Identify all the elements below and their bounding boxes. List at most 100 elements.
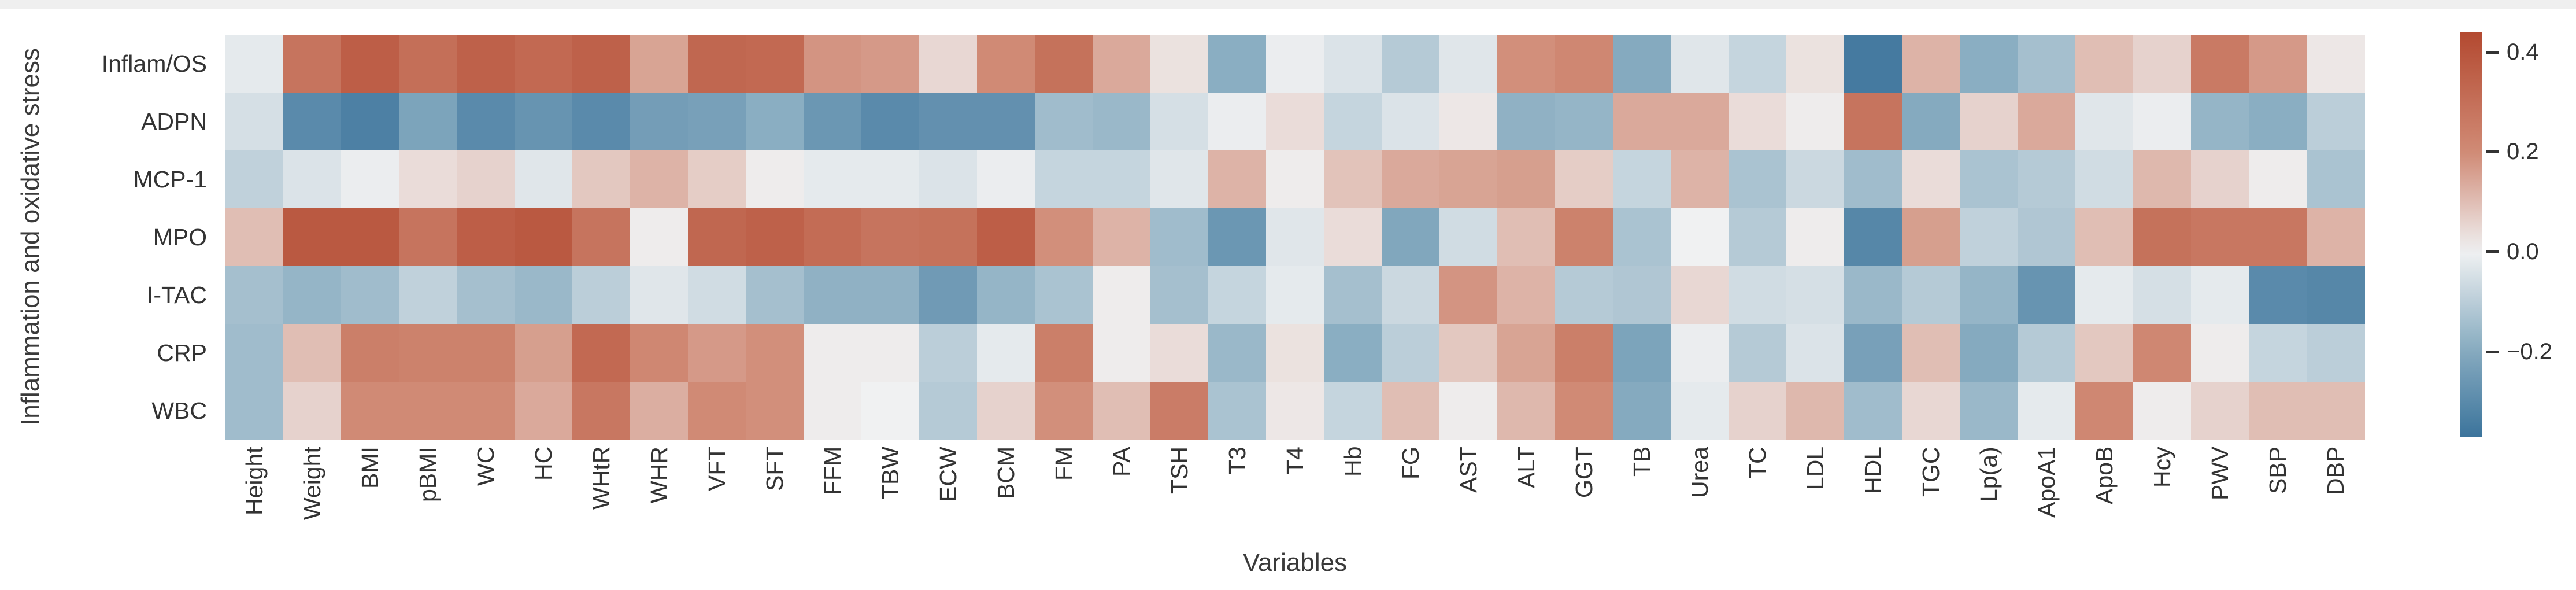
colorbar-tick [2486,50,2499,54]
heatmap-cell [283,93,342,151]
heatmap-cell [2018,93,2076,151]
heatmap-cell [1671,35,1729,93]
heatmap-cell [2307,208,2365,267]
heatmap-cell [1439,208,1498,267]
heatmap-cell [399,324,457,382]
colorbar-tick-label: 0.0 [2507,239,2539,265]
heatmap-cell [1613,150,1671,209]
heatmap-cell [746,208,804,267]
heatmap-cell [1093,382,1151,440]
heatmap-cell [1613,35,1671,93]
heatmap-cell [572,150,631,209]
heatmap-cell [1555,93,1613,151]
heatmap-cell [919,150,978,209]
heatmap-cell [515,208,573,267]
heatmap-cell [746,266,804,325]
heatmap-cell [1960,93,2018,151]
heatmap-cell [1671,324,1729,382]
heatmap-cell [1266,382,1324,440]
heatmap-cell [1497,208,1556,267]
heatmap-cell [1729,208,1787,267]
heatmap-cell [1729,266,1787,325]
heatmap-cell [804,93,862,151]
heatmap-cell [1266,208,1324,267]
heatmap-cell [746,324,804,382]
heatmap-cell [341,93,399,151]
heatmap-cell [515,324,573,382]
heatmap-cell [630,93,689,151]
heatmap-cell [2018,324,2076,382]
heatmap-cell [2191,324,2249,382]
heatmap-cell [1555,150,1613,209]
x-axis-title: Variables [1242,548,1348,577]
heatmap-cell [1093,266,1151,325]
heatmap-cell [977,35,1035,93]
heatmap-cell [341,150,399,209]
heatmap-cell [1902,35,1960,93]
heatmap-cell [1844,382,1903,440]
heatmap-cell [2307,324,2365,382]
heatmap-cell [2249,150,2307,209]
heatmap-cell [572,208,631,267]
heatmap-cell [977,324,1035,382]
heatmap-cell [283,208,342,267]
heatmap-cell [1786,150,1845,209]
heatmap-cell [1555,266,1613,325]
heatmap-cell [2075,93,2134,151]
heatmap-cell [1439,382,1498,440]
heatmap-cell [1613,266,1671,325]
heatmap-cell [2249,382,2307,440]
page-top-strip [0,0,2576,9]
heatmap-cell [1497,266,1556,325]
heatmap-cell [515,150,573,209]
heatmap-grid [225,35,2365,440]
colorbar-tick-label: −0.2 [2507,339,2552,365]
heatmap-cell [746,150,804,209]
heatmap-cell [919,324,978,382]
heatmap-cell [1035,35,1093,93]
heatmap-cell [688,35,746,93]
heatmap-cell [2018,382,2076,440]
heatmap-cell [341,208,399,267]
heatmap-cell [572,93,631,151]
heatmap-cell [1844,150,1903,209]
heatmap-cell [1150,382,1209,440]
heatmap-cell [1497,35,1556,93]
heatmap-cell [688,150,746,209]
heatmap-cell [1266,324,1324,382]
heatmap-cell [1035,266,1093,325]
heatmap-cell [2133,266,2192,325]
heatmap-cell [399,150,457,209]
heatmap-cell [746,93,804,151]
heatmap-cell [1093,93,1151,151]
heatmap-cell [1902,150,1960,209]
heatmap-cell [1324,208,1382,267]
heatmap-cell [1671,382,1729,440]
heatmap-cell [2075,208,2134,267]
colorbar-tick [2486,351,2499,354]
heatmap-cell [1035,93,1093,151]
heatmap-cell [1439,266,1498,325]
heatmap-cell [861,266,920,325]
y-tick-label: CRP [157,340,207,366]
heatmap-cell [1266,93,1324,151]
heatmap-cell [399,266,457,325]
heatmap-cell [283,150,342,209]
heatmap-cell [919,266,978,325]
colorbar-tick-label: 0.4 [2507,39,2539,65]
heatmap-cell [1729,382,1787,440]
heatmap-cell [1844,324,1903,382]
heatmap-cell [457,150,515,209]
heatmap-cell [630,208,689,267]
heatmap-cell [1902,324,1960,382]
heatmap-cell [341,266,399,325]
heatmap-cell [2018,35,2076,93]
heatmap-cell [572,382,631,440]
heatmap-cell [1613,93,1671,151]
heatmap-cell [2133,382,2192,440]
colorbar-gradient [2460,32,2482,437]
heatmap-cell [1382,35,1440,93]
heatmap-cell [1208,208,1267,267]
heatmap-cell [1150,93,1209,151]
